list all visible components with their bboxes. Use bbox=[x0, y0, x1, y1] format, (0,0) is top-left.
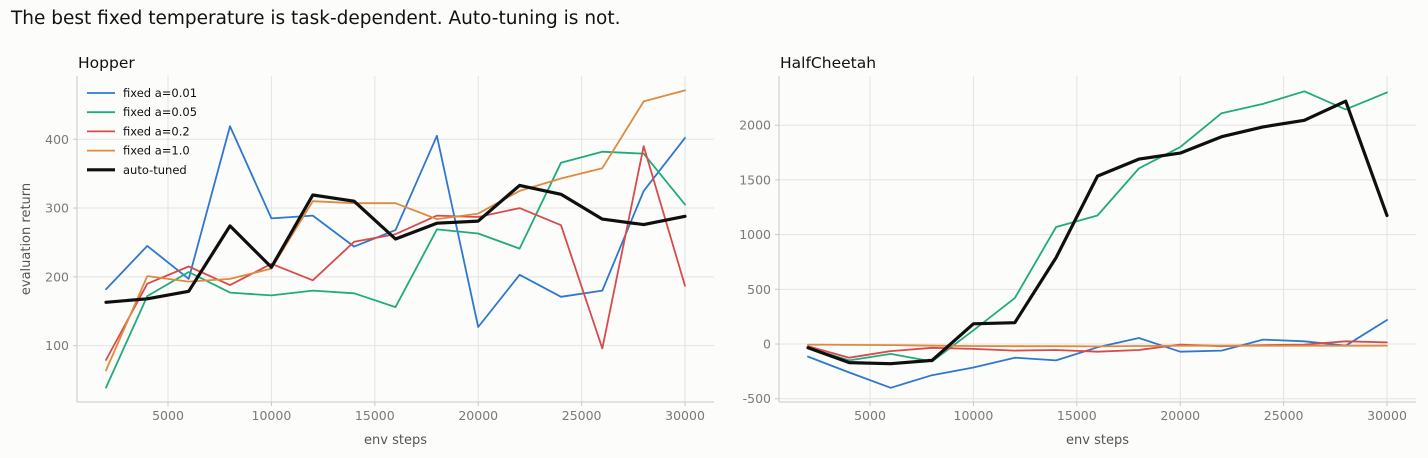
halfcheetah-series-auto-tuned bbox=[806, 99, 1389, 366]
hopper-legend-label-auto-tuned: auto-tuned bbox=[123, 163, 187, 177]
hopper-series-auto-tuned bbox=[104, 183, 687, 304]
halfcheetah-x-tick-label: 5000 bbox=[854, 408, 886, 423]
halfcheetah-series-fixed-a-0-2 bbox=[807, 340, 1388, 359]
halfcheetah-series-fixed-a-0-01 bbox=[807, 319, 1388, 389]
halfcheetah-x-tick-label: 30000 bbox=[1367, 408, 1407, 423]
halfcheetah-y-tick-label: 0 bbox=[763, 337, 771, 352]
hopper-x-tick-label: 20000 bbox=[458, 408, 498, 423]
hopper-y-tick-label: 200 bbox=[45, 269, 69, 284]
hopper-legend-label-fixed-a-0-01: fixed a=0.01 bbox=[123, 86, 197, 100]
hopper-y-tick-label: 400 bbox=[45, 132, 69, 147]
hopper-y-axis-label: evaluation return bbox=[19, 183, 34, 295]
hopper-title: Hopper bbox=[78, 54, 135, 72]
halfcheetah-series-fixed-a-1-0 bbox=[807, 343, 1388, 348]
halfcheetah-x-tick-label: 10000 bbox=[954, 408, 994, 423]
hopper-x-tick-label: 25000 bbox=[562, 408, 602, 423]
hopper-series-fixed-a-0-05 bbox=[105, 150, 686, 389]
halfcheetah-title: HalfCheetah bbox=[780, 54, 876, 72]
halfcheetah-y-tick-label: 1500 bbox=[739, 172, 771, 187]
hopper-legend-label-fixed-a-0-05: fixed a=0.05 bbox=[123, 105, 197, 119]
hopper-x-axis-label: env steps bbox=[364, 433, 427, 448]
halfcheetah-y-tick-label: 1000 bbox=[739, 227, 771, 242]
hopper-y-tick-label: 300 bbox=[45, 201, 69, 216]
hopper-series-fixed-a-0-2 bbox=[105, 145, 686, 361]
halfcheetah-y-tick-label: 500 bbox=[747, 282, 771, 297]
hopper-legend-label-fixed-a-1-0: fixed a=1.0 bbox=[123, 144, 190, 158]
hopper-x-tick-label: 5000 bbox=[152, 408, 184, 423]
figure-title: The best fixed temperature is task-depen… bbox=[11, 8, 621, 29]
halfcheetah-y-tick-label: -500 bbox=[743, 391, 771, 406]
hopper-x-tick-label: 15000 bbox=[355, 408, 395, 423]
hopper-series-fixed-a-0-01 bbox=[105, 125, 686, 328]
hopper-x-tick-label: 30000 bbox=[665, 408, 705, 423]
halfcheetah-x-tick-label: 25000 bbox=[1264, 408, 1304, 423]
halfcheetah-x-axis-label: env steps bbox=[1066, 433, 1129, 448]
hopper-x-tick-label: 10000 bbox=[252, 408, 292, 423]
hopper-legend-label-fixed-a-0-2: fixed a=0.2 bbox=[123, 124, 190, 138]
halfcheetah-x-tick-label: 20000 bbox=[1160, 408, 1200, 423]
hopper-series-fixed-a-1-0 bbox=[105, 89, 686, 372]
halfcheetah-y-tick-label: 2000 bbox=[739, 118, 771, 133]
hopper-chart: 5000 10000 15000 20000 25000 30000 100 200 300 40… bbox=[19, 54, 714, 448]
hopper-y-tick-label: 100 bbox=[45, 338, 69, 353]
halfcheetah-x-tick-label: 15000 bbox=[1057, 408, 1097, 423]
halfcheetah-series-fixed-a-0-05 bbox=[807, 90, 1388, 363]
